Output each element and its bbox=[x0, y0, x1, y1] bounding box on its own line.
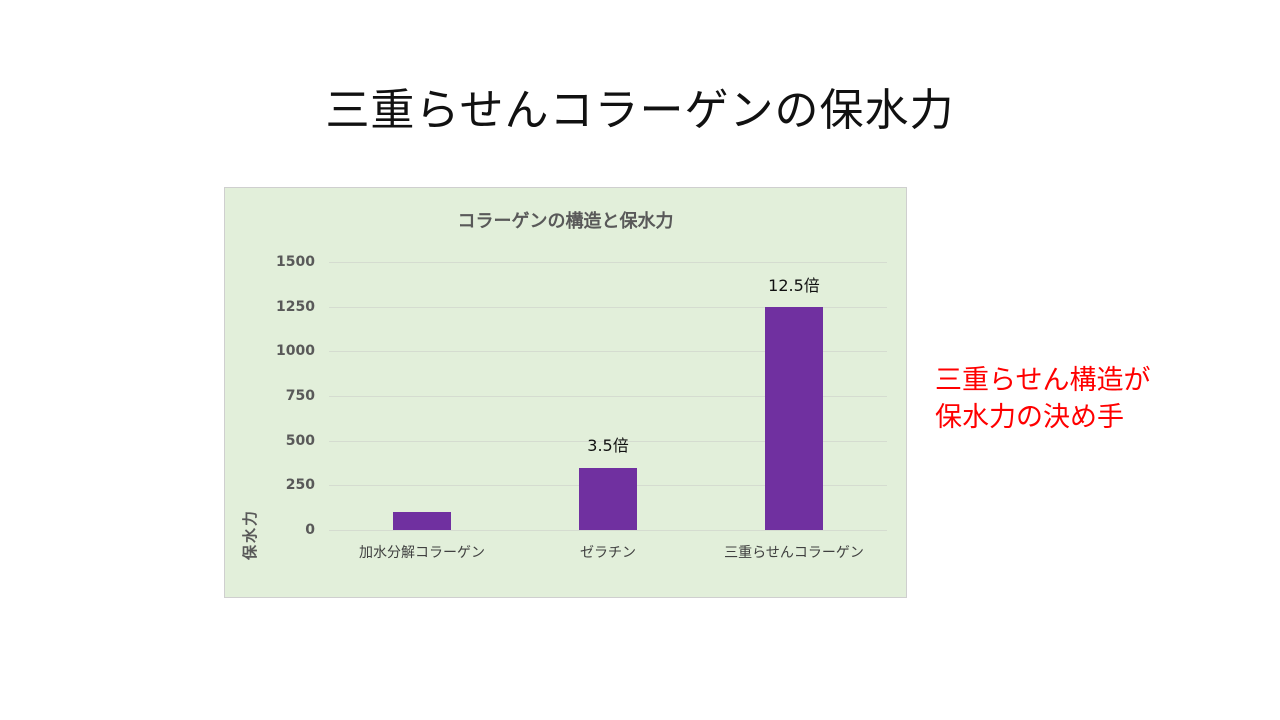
gridline bbox=[329, 351, 887, 353]
x-axis-line bbox=[329, 530, 887, 531]
data-label-triple-helix: 12.5倍 bbox=[768, 276, 820, 295]
x-tick-label: ゼラチン bbox=[580, 545, 636, 561]
bar-hydrolyzed-collagen bbox=[393, 512, 451, 530]
data-label-gelatin: 3.5倍 bbox=[587, 436, 629, 455]
chart-title: コラーゲンの構造と保水力 bbox=[457, 211, 674, 232]
gridline bbox=[329, 306, 887, 308]
y-axis-label: 保水力 bbox=[241, 508, 259, 560]
bar-triple-helix-collagen bbox=[765, 306, 823, 530]
x-tick-label: 三重らせんコラーゲン bbox=[724, 545, 864, 561]
y-tick-label: 1250 bbox=[276, 298, 315, 315]
bar-chart: コラーゲンの構造と保水力 保水力 1500 1250 1000 750 500 … bbox=[224, 187, 907, 598]
gridline bbox=[329, 262, 887, 263]
y-tick-label: 750 bbox=[285, 388, 315, 404]
y-tick-label: 1500 bbox=[276, 254, 315, 270]
plot-area: 1500 1250 1000 750 500 250 0 3.5倍 12.5倍 … bbox=[276, 254, 887, 561]
y-tick-label: 0 bbox=[305, 522, 315, 538]
y-tick-label: 500 bbox=[285, 432, 315, 449]
bar-gelatin bbox=[579, 467, 637, 530]
gridline bbox=[329, 440, 887, 442]
y-tick-label: 1000 bbox=[276, 343, 315, 360]
note-line-1: 三重らせん構造が bbox=[935, 365, 1151, 396]
annotation-note: 三重らせん構造が 保水力の決め手 bbox=[935, 362, 1150, 436]
x-tick-label: 加水分解コラーゲン bbox=[359, 545, 485, 561]
note-line-2: 保水力の決め手 bbox=[935, 402, 1124, 433]
y-tick-label: 250 bbox=[285, 477, 315, 494]
slide-title: 三重らせんコラーゲンの保水力 bbox=[325, 85, 955, 136]
gridline bbox=[329, 396, 887, 397]
